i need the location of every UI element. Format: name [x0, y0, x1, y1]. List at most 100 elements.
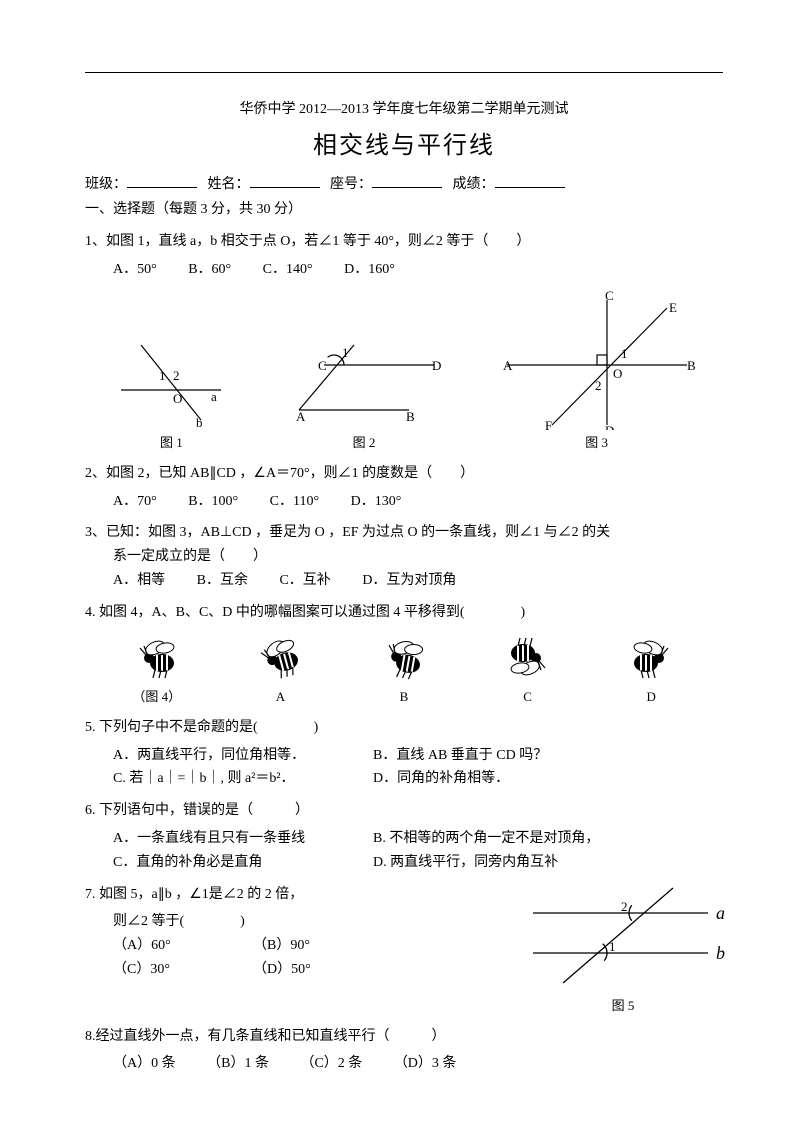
svg-text:1: 1	[621, 346, 628, 361]
svg-text:2: 2	[595, 378, 602, 393]
figure-1: 12Oab 图 1	[111, 335, 231, 454]
svg-text:O: O	[613, 366, 622, 381]
q1-opt-b[interactable]: B．60°	[188, 258, 231, 282]
label-name: 姓名：	[208, 177, 250, 192]
q2-opt-c[interactable]: C．110°	[270, 490, 319, 514]
q7-stem2: 则∠2 等于( )	[85, 910, 513, 934]
fig1-svg: 12Oab	[111, 335, 231, 430]
q3-opt-d[interactable]: D．互为对顶角	[362, 569, 456, 593]
bee-cap-a: A	[245, 686, 315, 708]
bee-row: （图 4） A B C D	[95, 631, 713, 708]
question-7: 7. 如图 5，a∥b ，∠1是∠2 的 2 倍， 则∠2 等于( ) （A）6…	[85, 883, 723, 1017]
figures-row-1: 12Oab 图 1 1CDAB 图 2 ABCDEFO12 图 3	[85, 290, 723, 454]
blank-score[interactable]	[495, 173, 565, 188]
bee-ref: （图 4）	[122, 631, 192, 708]
q5-opt-a[interactable]: A．两直线平行，同位角相等．	[113, 744, 373, 768]
q6-options: A．一条直线有且只有一条垂线 B. 不相等的两个角一定不是对顶角， C．直角的补…	[85, 827, 723, 875]
bee-a[interactable]: A	[245, 631, 315, 708]
svg-text:D: D	[605, 423, 614, 430]
svg-text:E: E	[669, 300, 677, 315]
svg-text:C: C	[605, 290, 614, 303]
q4-stem: 4. 如图 4，A、B、C、D 中的哪幅图案可以通过图 4 平移得到( )	[85, 601, 723, 625]
q8-opt-d[interactable]: （D）3 条	[394, 1052, 457, 1076]
q6-opt-d[interactable]: D. 两直线平行，同旁内角互补	[373, 851, 633, 875]
q1-opt-d[interactable]: D．160°	[344, 258, 395, 282]
q8-opt-a[interactable]: （A）0 条	[113, 1052, 176, 1076]
section-1-heading: 一、选择题（每题 3 分，共 30 分）	[85, 198, 723, 222]
q8-opt-c[interactable]: （C）2 条	[300, 1052, 362, 1076]
q8-stem: 8.经过直线外一点，有几条直线和已知直线平行（ ）	[85, 1025, 723, 1049]
blank-seat[interactable]	[372, 173, 442, 188]
q5-opt-c[interactable]: C. 若｜a｜=｜b｜, 则 a²＝b²．	[113, 767, 373, 791]
svg-text:1: 1	[342, 345, 349, 360]
label-score: 成绩：	[453, 177, 495, 192]
q3-opt-c[interactable]: C．互补	[279, 569, 330, 593]
header-subtitle: 华侨中学 2012—2013 学年度七年级第二学期单元测试	[85, 98, 723, 122]
svg-text:A: A	[296, 409, 306, 424]
svg-text:1: 1	[159, 368, 166, 383]
svg-text:1: 1	[609, 939, 616, 954]
bee-icon-b	[369, 631, 439, 686]
q7-stem: 7. 如图 5，a∥b ，∠1是∠2 的 2 倍，	[85, 883, 513, 907]
question-3: 3、已知：如图 3，AB⊥CD ，垂足为 O ，EF 为过点 O 的一条直线，则…	[85, 521, 723, 592]
q3-opt-a[interactable]: A．相等	[113, 569, 165, 593]
bee-c[interactable]: C	[493, 631, 563, 708]
bee-icon-ref	[122, 631, 192, 686]
q1-options: A．50° B．60° C．140° D．160°	[85, 258, 723, 282]
svg-text:A: A	[503, 358, 513, 373]
q7-opt-d[interactable]: （D）50°	[253, 958, 513, 982]
blank-class[interactable]	[127, 173, 197, 188]
figure-2: 1CDAB 图 2	[284, 335, 444, 454]
q8-opt-b[interactable]: （B）1 条	[207, 1052, 269, 1076]
q7-opt-b[interactable]: （B）90°	[253, 934, 513, 958]
q2-opt-a[interactable]: A．70°	[113, 490, 157, 514]
student-info-line: 班级： 姓名： 座号： 成绩：	[85, 173, 723, 197]
q5-opt-d[interactable]: D．同角的补角相等．	[373, 767, 633, 791]
q2-opt-b[interactable]: B．100°	[188, 490, 238, 514]
q5-options: A．两直线平行，同位角相等． B．直线 AB 垂直于 CD 吗？ C. 若｜a｜…	[85, 744, 723, 792]
svg-text:2: 2	[173, 368, 180, 383]
q3-options: A．相等 B．互余 C．互补 D．互为对顶角	[85, 569, 723, 593]
question-1: 1、如图 1，直线 a，b 相交于点 O，若∠1 等于 40°，则∠2 等于（ …	[85, 230, 723, 282]
fig3-svg: ABCDEFO12	[497, 290, 697, 430]
svg-text:2: 2	[621, 899, 628, 914]
q6-opt-c[interactable]: C．直角的补角必是直角	[113, 851, 373, 875]
q6-opt-a[interactable]: A．一条直线有且只有一条垂线	[113, 827, 373, 851]
fig5-svg: 21ab	[513, 883, 733, 993]
q7-opt-c[interactable]: （C）30°	[113, 958, 253, 982]
q3-opt-b[interactable]: B．互余	[197, 569, 248, 593]
q2-opt-d[interactable]: D．130°	[351, 490, 402, 514]
bee-b[interactable]: B	[369, 631, 439, 708]
q7-opt-a[interactable]: （A）60°	[113, 934, 253, 958]
fig5-caption: 图 5	[513, 995, 733, 1017]
blank-name[interactable]	[250, 173, 320, 188]
q1-opt-a[interactable]: A．50°	[113, 258, 157, 282]
question-4: 4. 如图 4，A、B、C、D 中的哪幅图案可以通过图 4 平移得到( ) （图…	[85, 601, 723, 708]
fig3-caption: 图 3	[497, 432, 697, 454]
figure-5: 21ab 图 5	[513, 883, 733, 1017]
svg-text:b: b	[716, 943, 725, 963]
q6-opt-b[interactable]: B. 不相等的两个角一定不是对顶角，	[373, 827, 633, 851]
svg-text:B: B	[687, 358, 696, 373]
q1-stem: 1、如图 1，直线 a，b 相交于点 O，若∠1 等于 40°，则∠2 等于（ …	[85, 230, 723, 254]
bee-icon-a	[245, 631, 315, 686]
q8-options: （A）0 条 （B）1 条 （C）2 条 （D）3 条	[85, 1052, 723, 1076]
q3-stem-line1: 3、已知：如图 3，AB⊥CD ，垂足为 O ，EF 为过点 O 的一条直线，则…	[85, 521, 723, 545]
q2-options: A．70° B．100° C．110° D．130°	[85, 490, 723, 514]
bee-icon-c	[493, 631, 563, 686]
q5-opt-b[interactable]: B．直线 AB 垂直于 CD 吗？	[373, 744, 633, 768]
question-6: 6. 下列语句中，错误的是（ ） A．一条直线有且只有一条垂线 B. 不相等的两…	[85, 799, 723, 874]
question-8: 8.经过直线外一点，有几条直线和已知直线平行（ ） （A）0 条 （B）1 条 …	[85, 1025, 723, 1077]
bee-cap-c: C	[493, 686, 563, 708]
q1-opt-c[interactable]: C．140°	[263, 258, 313, 282]
top-rule	[85, 72, 723, 73]
svg-text:C: C	[318, 358, 327, 373]
q6-stem: 6. 下列语句中，错误的是（ ）	[85, 799, 723, 823]
question-2: 2、如图 2，已知 AB∥CD ，∠A＝70°，则∠1 的度数是（ ） A．70…	[85, 462, 723, 514]
exam-page: 华侨中学 2012—2013 学年度七年级第二学期单元测试 相交线与平行线 班级…	[0, 0, 793, 1122]
exam-title: 相交线与平行线	[85, 126, 723, 167]
fig2-caption: 图 2	[284, 432, 444, 454]
q2-stem: 2、如图 2，已知 AB∥CD ，∠A＝70°，则∠1 的度数是（ ）	[85, 462, 723, 486]
bee-d[interactable]: D	[616, 631, 686, 708]
svg-text:B: B	[406, 409, 415, 424]
